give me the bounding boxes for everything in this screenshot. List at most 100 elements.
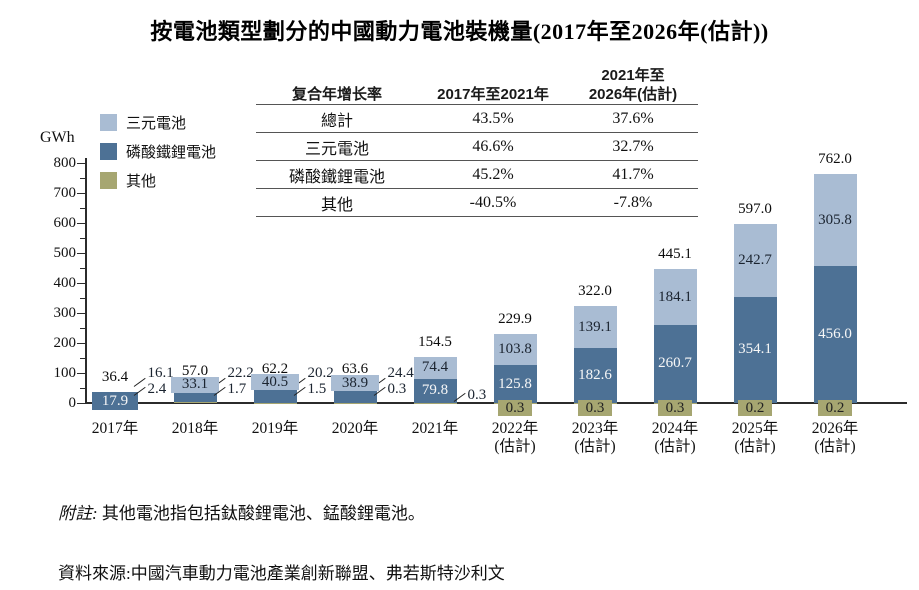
cagr-header-metric-text: 复合年增长率 bbox=[291, 86, 382, 103]
x-axis-category-suffix: (估計) bbox=[814, 438, 856, 455]
y-axis-tick-label: 100 bbox=[53, 365, 77, 381]
bar-other-label: 0.2 bbox=[738, 400, 772, 416]
legend-label: 其他 bbox=[126, 173, 157, 190]
legend-swatch bbox=[100, 142, 117, 160]
x-axis-category-label: 2026年 bbox=[811, 420, 859, 437]
bar-total-label: 445.1 bbox=[658, 246, 692, 263]
bar-total-label: 597.0 bbox=[738, 200, 772, 217]
bar-segment-ternary bbox=[573, 306, 617, 349]
bar-segment-lfp bbox=[653, 324, 697, 403]
bar-segment-lfp bbox=[173, 392, 217, 403]
y-axis-tick-label: 500 bbox=[53, 245, 77, 261]
bar-total-label: 229.9 bbox=[498, 311, 532, 328]
x-axis-category-suffix: (估計) bbox=[654, 438, 696, 455]
y-axis-minor-tick bbox=[80, 328, 85, 330]
y-axis-minor-tick bbox=[80, 388, 85, 390]
bar-total-label: 63.6 bbox=[341, 360, 369, 377]
bar-segment-lfp bbox=[813, 266, 857, 403]
bar-lfp-label: 79.8 bbox=[421, 382, 449, 399]
x-axis-category-label: 2020年 bbox=[331, 420, 379, 437]
y-axis-minor-tick bbox=[80, 268, 85, 270]
bar-ternary-label: 24.4 bbox=[387, 365, 414, 381]
y-axis-minor-tick bbox=[80, 298, 85, 300]
bar-other-label: 0.3 bbox=[498, 400, 532, 416]
cagr-row-value: -40.5% bbox=[469, 193, 517, 211]
bar-segment-lfp bbox=[333, 391, 377, 403]
cagr-row-value: 37.6% bbox=[612, 109, 654, 127]
bar-segment-other bbox=[173, 402, 217, 403]
cagr-row-label: 總計 bbox=[320, 112, 353, 130]
y-axis-tick bbox=[77, 163, 85, 165]
y-axis-minor-tick bbox=[80, 358, 85, 360]
cagr-row-label: 其他 bbox=[320, 196, 353, 214]
y-axis-minor-tick bbox=[80, 238, 85, 240]
legend-swatch bbox=[100, 113, 117, 131]
x-axis-category-label: 2022年 bbox=[491, 420, 539, 437]
cagr-table-row: 三元電池 46.6% 32.7% bbox=[256, 133, 698, 161]
cagr-row-value: 43.5% bbox=[472, 109, 514, 127]
x-axis-category-suffix: (估計) bbox=[734, 438, 776, 455]
bar-lfp-label: 33.1 bbox=[171, 376, 219, 393]
bar-lfp-label: 38.9 bbox=[331, 375, 379, 392]
y-axis-tick bbox=[77, 403, 85, 405]
bar-other-label: 0.2 bbox=[818, 400, 852, 416]
legend-item: 三元電池 bbox=[100, 113, 187, 132]
y-axis-tick bbox=[77, 283, 85, 285]
cagr-row-value: 46.6% bbox=[472, 137, 514, 155]
footnote-source: 資料來源:中國汽車動力電池產業創新聯盟、弗若斯特沙利文 bbox=[58, 564, 505, 583]
bar-segment-ternary bbox=[413, 356, 457, 379]
bar-lfp-label: 260.7 bbox=[658, 355, 692, 372]
y-axis-tick bbox=[77, 373, 85, 375]
x-axis-category-label: 2019年 bbox=[251, 420, 299, 437]
bar-segment-ternary bbox=[653, 269, 697, 325]
bar-segment-lfp bbox=[253, 390, 297, 403]
y-axis-tick-label: 800 bbox=[53, 155, 77, 171]
bar-lfp-label: 456.0 bbox=[818, 326, 852, 343]
legend-label: 磷酸鐵鋰電池 bbox=[126, 144, 217, 161]
y-axis-tick-label: 600 bbox=[53, 215, 77, 231]
bar-segment-lfp bbox=[733, 296, 777, 403]
bar-ternary-label: 305.8 bbox=[818, 211, 852, 228]
cagr-header-period-2-line2: 2026年(估計) bbox=[588, 86, 678, 103]
x-axis-category-label: 2021年 bbox=[411, 420, 459, 437]
x-axis-category-label: 2023年 bbox=[571, 420, 619, 437]
cagr-table: 复合年增长率 2017年至2021年 2021年至 2026年(估計) 總計 43… bbox=[256, 58, 698, 217]
bar-other-label: 0.3 bbox=[387, 381, 407, 397]
bar-ternary-label: 103.8 bbox=[498, 341, 532, 358]
footnote-note-text: 其他電池指包括鈦酸鋰電池、錳酸鋰電池。 bbox=[97, 504, 425, 523]
cagr-table-body: 總計 43.5% 37.6% 三元電池 46.6% 32.7% 磷酸鐵鋰電池 45.2% 41.… bbox=[256, 105, 698, 217]
bar-lfp-label: 40.5 bbox=[251, 374, 299, 391]
legend-swatch bbox=[100, 171, 117, 189]
y-axis-tick-label: 700 bbox=[53, 185, 77, 201]
legend-item: 其他 bbox=[100, 171, 157, 190]
bar-total-label: 62.2 bbox=[261, 361, 289, 378]
cagr-row-value: 45.2% bbox=[472, 165, 514, 183]
bar-lfp-label: 182.6 bbox=[578, 367, 612, 384]
x-axis-category-label: 2024年 bbox=[651, 420, 699, 437]
cagr-header-period-1: 2017年至2021年 bbox=[418, 58, 568, 104]
bar-other-label: 0.3 bbox=[578, 400, 612, 416]
bar-total-label: 36.4 bbox=[101, 369, 129, 386]
bar-other-label: 0.3 bbox=[658, 400, 692, 416]
bar-total-label: 154.5 bbox=[418, 333, 452, 350]
x-axis-category-label: 2017年 bbox=[91, 420, 139, 437]
legend-label: 三元電池 bbox=[126, 115, 187, 132]
bar-ternary-label: 74.4 bbox=[421, 359, 449, 376]
cagr-table-row: 其他 -40.5% -7.8% bbox=[256, 189, 698, 217]
bar-ternary-label: 20.2 bbox=[307, 365, 334, 381]
y-axis-tick bbox=[77, 193, 85, 195]
bar-other-label: 1.7 bbox=[227, 381, 247, 397]
bar-lfp-label: 125.8 bbox=[498, 375, 532, 392]
footnote-note: 附註: 其他電池指包括鈦酸鋰電池、錳酸鋰電池。 bbox=[58, 499, 425, 524]
bar-other-label: 1.5 bbox=[307, 381, 327, 397]
y-axis-minor-tick bbox=[80, 178, 85, 180]
bar-segment-lfp bbox=[413, 378, 457, 403]
bar-other-label: 0.3 bbox=[467, 387, 487, 403]
bar-ternary-label: 242.7 bbox=[738, 251, 772, 268]
cagr-table-header: 复合年增长率 2017年至2021年 2021年至 2026年(估計) bbox=[256, 58, 698, 105]
cagr-header-period-2-line1: 2021年至 bbox=[601, 67, 665, 84]
x-axis-category-label: 2018年 bbox=[171, 420, 219, 437]
bar-ternary-label: 22.2 bbox=[227, 365, 254, 381]
cagr-row-label: 磷酸鐵鋰電池 bbox=[288, 168, 385, 186]
cagr-header-metric: 复合年增长率 bbox=[256, 58, 418, 104]
